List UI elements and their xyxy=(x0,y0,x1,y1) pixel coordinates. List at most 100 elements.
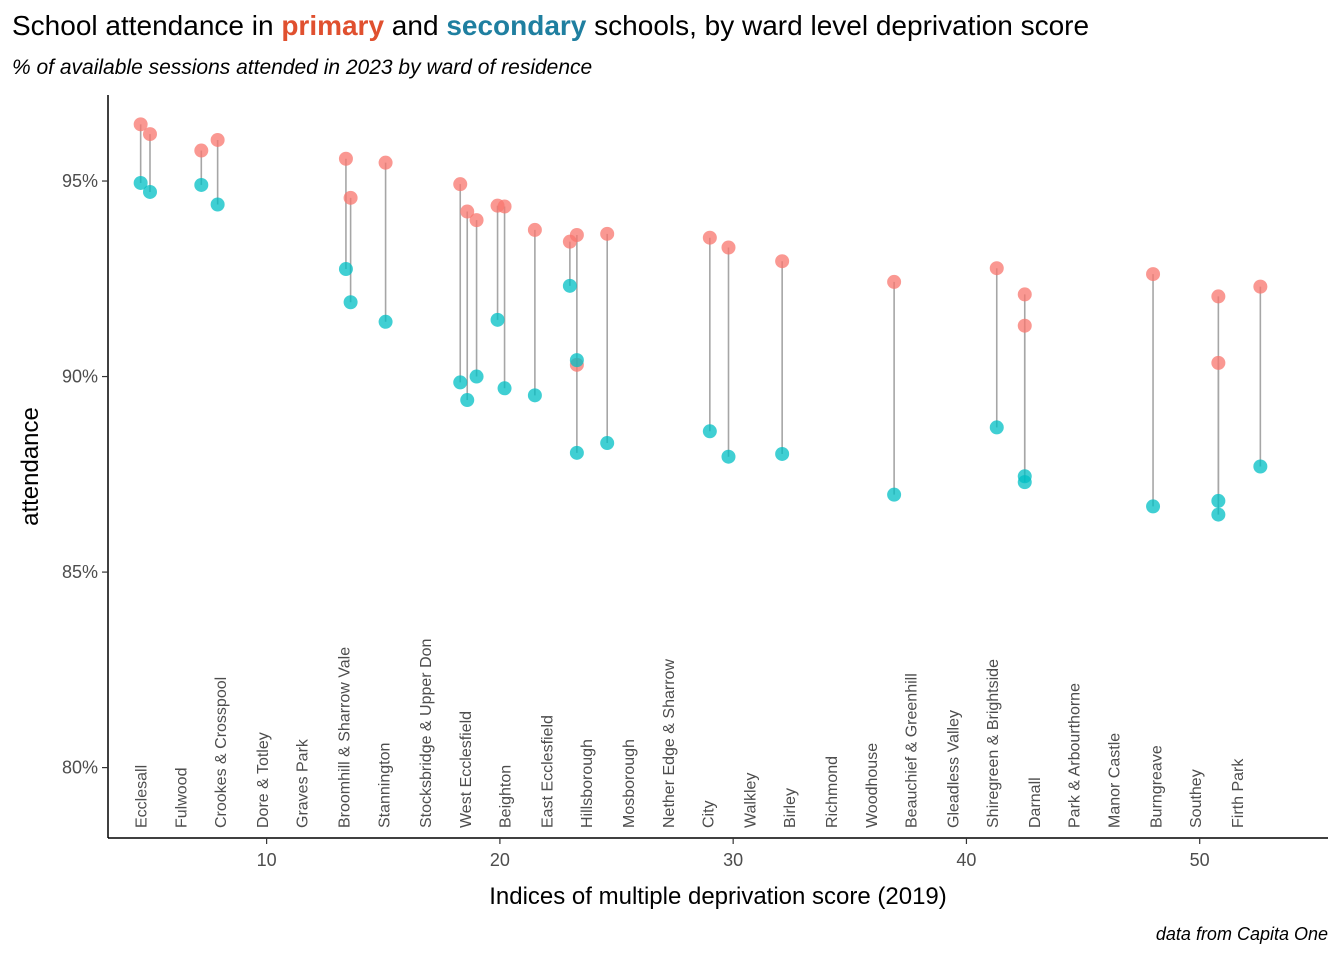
ward-label: Hillsborough xyxy=(579,739,596,828)
secondary-point xyxy=(343,295,358,310)
y-tick-label: 85% xyxy=(62,562,98,582)
ward-label: Dore & Totley xyxy=(255,732,272,828)
secondary-point xyxy=(490,312,505,327)
primary-point xyxy=(721,240,736,255)
secondary-point xyxy=(460,393,475,408)
ward-label: Park & Arbourthorne xyxy=(1067,683,1084,828)
secondary-point xyxy=(1211,507,1226,522)
title-part-3: schools, by ward level deprivation score xyxy=(586,10,1090,41)
ward-label: Burngreave xyxy=(1148,745,1165,828)
x-tick-label: 50 xyxy=(1190,850,1210,870)
x-tick-label: 20 xyxy=(490,850,510,870)
secondary-point xyxy=(1253,459,1268,474)
ward-label: Graves Park xyxy=(295,738,312,828)
primary-point xyxy=(1017,318,1032,333)
primary-point xyxy=(775,254,790,269)
ward-label: Fulwood xyxy=(173,768,190,828)
ward-label: East Ecclesfield xyxy=(540,715,557,828)
secondary-point xyxy=(133,175,148,190)
ward-label: Beauchief & Greenhill xyxy=(903,673,920,828)
primary-point xyxy=(338,151,353,166)
secondary-point xyxy=(989,420,1004,435)
y-tick-label: 90% xyxy=(62,367,98,387)
ward-label: Firth Park xyxy=(1230,758,1247,828)
secondary-point xyxy=(600,436,615,451)
y-axis-title: attendance xyxy=(17,407,44,526)
primary-point xyxy=(600,226,615,241)
ward-label: Richmond xyxy=(824,756,841,828)
chart-subtitle: % of available sessions attended in 2023… xyxy=(12,56,593,79)
secondary-point xyxy=(469,369,484,384)
x-tick-label: 10 xyxy=(257,850,277,870)
ward-label: Gleadless Valley xyxy=(945,710,962,828)
secondary-point xyxy=(887,487,902,502)
ward-label: Crookes & Crosspool xyxy=(213,677,230,828)
secondary-point xyxy=(194,177,209,192)
ward-label: Ecclesall xyxy=(134,765,151,828)
primary-point xyxy=(702,230,717,245)
primary-point xyxy=(1146,267,1161,282)
primary-point xyxy=(194,143,209,158)
secondary-point xyxy=(338,262,353,277)
ward-label: Nether Edge & Sharrow xyxy=(661,659,678,828)
primary-point xyxy=(133,117,148,132)
ward-label: Manor Castle xyxy=(1106,733,1123,828)
primary-point xyxy=(210,132,225,147)
primary-point xyxy=(569,227,584,242)
title-part-1: School attendance in xyxy=(12,10,282,41)
primary-point xyxy=(1017,287,1032,302)
chart-title: School attendance in primary and seconda… xyxy=(12,10,1089,42)
ward-label: City xyxy=(701,800,718,828)
title-secondary-word: secondary xyxy=(446,10,587,41)
y-tick-label: 80% xyxy=(62,758,98,778)
primary-point xyxy=(460,204,475,219)
secondary-point xyxy=(1146,499,1161,514)
ward-label: Darnall xyxy=(1027,777,1044,828)
ward-label: Beighton xyxy=(498,765,515,828)
secondary-point xyxy=(775,446,790,461)
secondary-point xyxy=(562,278,577,293)
secondary-point xyxy=(569,445,584,460)
primary-point xyxy=(453,177,468,192)
ward-label: Stannington xyxy=(376,743,393,828)
title-part-2: and xyxy=(384,10,447,41)
title-primary-word: primary xyxy=(281,10,385,41)
secondary-point xyxy=(702,424,717,439)
primary-point xyxy=(887,274,902,289)
primary-point xyxy=(1211,289,1226,304)
ward-label: Walkley xyxy=(742,773,759,828)
secondary-point xyxy=(210,197,225,212)
ward-labels: Ecclesall Fulwood Crookes & Crosspool Dore … xyxy=(134,639,1247,828)
secondary-points xyxy=(133,175,1268,522)
primary-points xyxy=(133,117,1268,372)
attendance-gap-segments xyxy=(139,124,1262,515)
secondary-point xyxy=(142,184,157,199)
x-tick-label: 30 xyxy=(723,850,743,870)
secondary-point xyxy=(569,353,584,368)
primary-point xyxy=(378,155,393,170)
data-source-caption: data from Capita One xyxy=(1155,924,1328,944)
ward-label: Southey xyxy=(1188,769,1205,828)
secondary-point xyxy=(721,449,736,464)
secondary-point xyxy=(527,388,542,403)
ward-label: Woodhouse xyxy=(864,743,881,828)
ward-label: Broomhill & Sharrow Vale xyxy=(337,647,354,828)
primary-point xyxy=(343,190,358,205)
axes: 10 20 30 40 50 80% 85% 90% 95% xyxy=(62,95,1328,870)
ward-label: Birley xyxy=(782,788,799,828)
secondary-point xyxy=(378,314,393,329)
primary-point xyxy=(989,261,1004,276)
secondary-point xyxy=(1017,475,1032,490)
y-tick-label: 95% xyxy=(62,171,98,191)
x-axis-title: Indices of multiple deprivation score (2… xyxy=(489,883,947,910)
secondary-point xyxy=(1211,493,1226,508)
x-tick-label: 40 xyxy=(956,850,976,870)
primary-point xyxy=(527,222,542,237)
ward-label: Stocksbridge & Upper Don xyxy=(418,639,435,828)
primary-point xyxy=(1253,279,1268,294)
secondary-point xyxy=(453,375,468,390)
primary-point xyxy=(469,213,484,228)
ward-label: Mosborough xyxy=(621,739,638,828)
ward-label: Shiregreen & Brightside xyxy=(985,659,1002,828)
